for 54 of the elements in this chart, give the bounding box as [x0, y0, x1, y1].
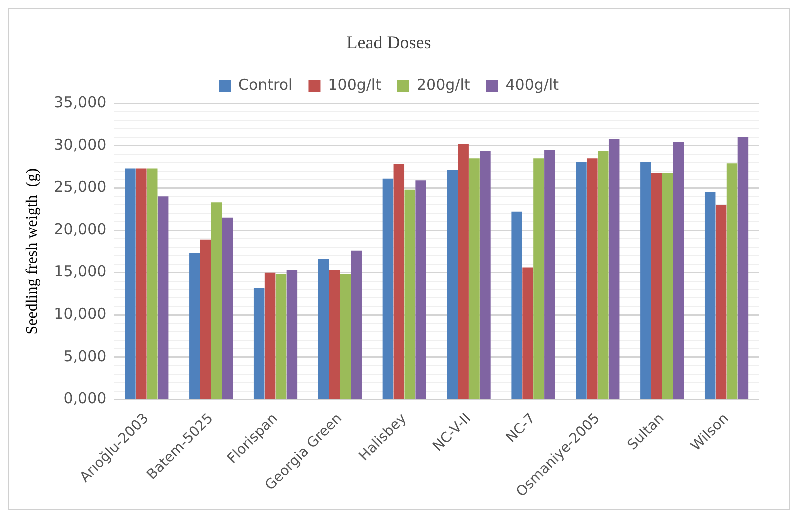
- bar: [190, 253, 200, 399]
- bar: [125, 168, 136, 399]
- y-tick-label: 35,000: [54, 93, 107, 112]
- bar: [286, 270, 298, 399]
- bar: [726, 164, 738, 399]
- y-axis-title: Seedling fresh weigth (g): [24, 168, 41, 335]
- bar: [512, 212, 522, 399]
- bar: [598, 150, 609, 399]
- bar: [158, 196, 169, 399]
- bar: [136, 168, 147, 399]
- bar: [458, 144, 469, 399]
- bar: [469, 158, 480, 399]
- y-tick-label: 30,000: [54, 136, 107, 154]
- bar: [704, 192, 716, 399]
- bar: [254, 288, 265, 399]
- bar: [351, 250, 362, 399]
- bar: [382, 178, 394, 399]
- legend-label: 400g/lt: [506, 76, 560, 94]
- bar: [447, 170, 458, 399]
- y-tick-label: 5,000: [64, 347, 107, 366]
- bar: [662, 172, 674, 399]
- bar: [200, 240, 212, 399]
- bar: [652, 172, 662, 399]
- bar: [318, 259, 330, 399]
- y-tick-label: 10,000: [54, 305, 107, 324]
- bar: [480, 150, 491, 399]
- bar: [404, 190, 416, 399]
- bar: [222, 218, 234, 399]
- bar: [608, 139, 620, 399]
- bar: [534, 158, 544, 399]
- bar: [394, 164, 405, 399]
- bar: [147, 168, 158, 399]
- bar: [416, 180, 426, 399]
- y-tick-label: 0,000: [64, 390, 107, 408]
- bar: [576, 162, 587, 399]
- y-tick-label: 15,000: [54, 262, 107, 281]
- bar: [211, 202, 222, 399]
- bar: [716, 205, 727, 399]
- y-tick-label: 20,000: [54, 220, 107, 238]
- bar: [276, 274, 287, 399]
- bar: [522, 268, 534, 399]
- chart-title: Lead Doses: [346, 32, 432, 53]
- bar: [640, 162, 652, 399]
- bar: [673, 142, 684, 399]
- bar: [329, 270, 340, 399]
- legend-label: 100g/lt: [328, 76, 382, 94]
- bar: [587, 158, 598, 399]
- legend-label: Control: [238, 76, 293, 94]
- bar: [544, 150, 556, 399]
- bar: [340, 274, 352, 399]
- y-tick-label: 25,000: [54, 178, 107, 196]
- bar: [738, 137, 749, 399]
- legend-label: 200g/lt: [416, 76, 470, 94]
- bar: [264, 272, 276, 399]
